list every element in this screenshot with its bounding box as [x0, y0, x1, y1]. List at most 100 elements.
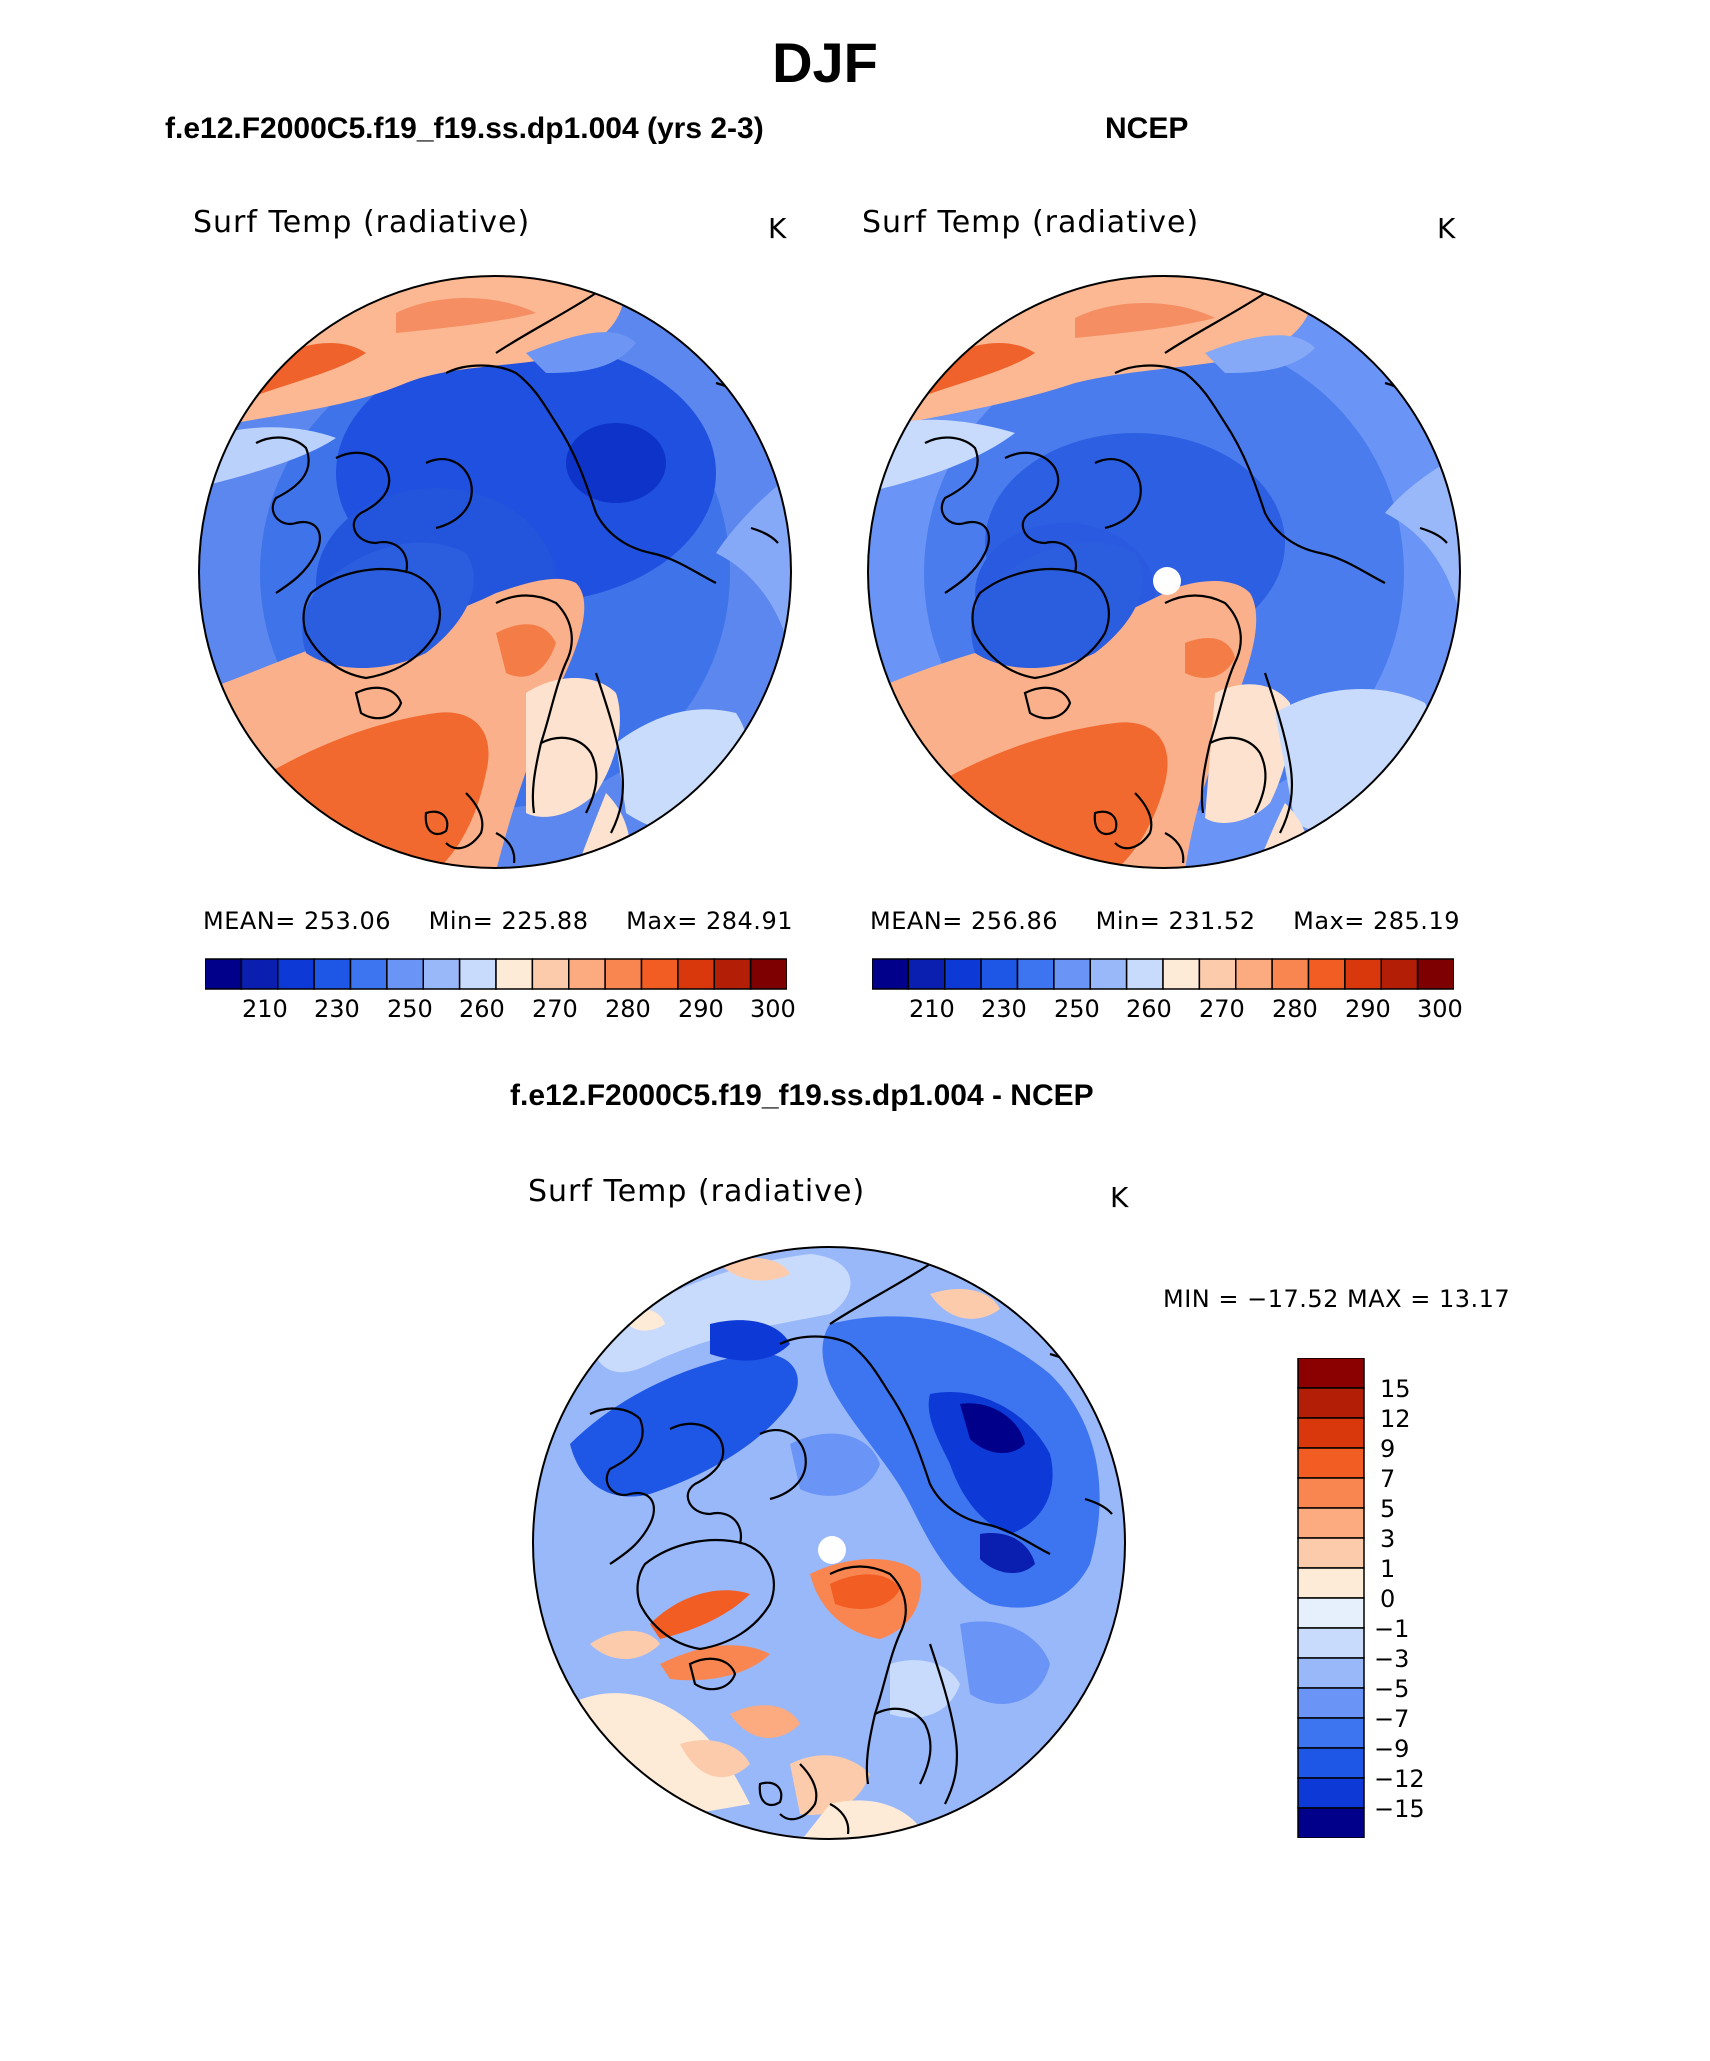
diff-tick: 7 [1380, 1465, 1396, 1493]
colorbar-swatch [1271, 958, 1310, 990]
panel2-tick: 250 [1054, 995, 1100, 1023]
panel2-variable-label: Surf Temp (radiative) [862, 205, 1200, 240]
colorbar-swatch [1235, 958, 1273, 990]
panel1-tick: 270 [532, 995, 578, 1023]
diff-tick: −9 [1374, 1735, 1410, 1763]
colorbar-swatch [1162, 958, 1201, 990]
panel2-polar-map [867, 275, 1461, 869]
colorbar-swatch [907, 958, 946, 990]
colorbar-swatch [349, 958, 388, 990]
diff-tick: −1 [1374, 1615, 1410, 1643]
colorbar-swatch [749, 958, 787, 990]
colorbar-swatch [1297, 1807, 1365, 1838]
diff-colorbar-ticks: 15 12 9 7 5 3 1 0 −1 −3 −5 −7 −9 −12 −15 [1374, 1358, 1460, 1838]
greenland-warm-bias [650, 1590, 750, 1639]
panel1-stats: MEAN= 253.06 Min= 225.88 Max= 284.91 [203, 907, 793, 935]
colorbar-swatch [1297, 1717, 1365, 1749]
colorbar-swatch [422, 958, 461, 990]
diff-tick: 12 [1380, 1405, 1411, 1433]
panel1-mean-label: MEAN= [203, 907, 296, 935]
pacific-warm-region [905, 276, 1313, 423]
panel1-max-value: 284.91 [706, 907, 793, 935]
diff-tick: 3 [1380, 1525, 1396, 1553]
colorbar-swatch [713, 958, 752, 990]
colorbar-swatch [1198, 958, 1237, 990]
colorbar-swatch [386, 958, 425, 990]
colorbar-swatch [1297, 1507, 1365, 1539]
colorbar-swatch [1016, 958, 1055, 990]
season-title: DJF [772, 31, 878, 94]
diff-polar-map [532, 1246, 1126, 1840]
diff-case-title: f.e12.F2000C5.f19_f19.ss.dp1.004 - NCEP [510, 1079, 1094, 1112]
colorbar-swatch [1297, 1567, 1365, 1599]
panel2-tick: 210 [909, 995, 955, 1023]
panel2-units-label: K [1437, 212, 1456, 245]
panel1-polar-map [198, 275, 792, 869]
panel1-min-label: Min= [428, 907, 494, 935]
diff-variable-label: Surf Temp (radiative) [528, 1174, 866, 1209]
panel2-mean-value: 256.86 [971, 907, 1058, 935]
panel1-tick: 210 [242, 995, 288, 1023]
diff-tick: 1 [1380, 1555, 1396, 1583]
colorbar-swatch [205, 958, 243, 990]
panel2-min-value: 231.52 [1168, 907, 1256, 935]
colorbar-swatch [1297, 1597, 1365, 1629]
colorbar-swatch [1297, 1447, 1365, 1479]
diff-minmax-label: MIN = −17.52 MAX = 13.17 [1163, 1285, 1511, 1313]
colorbar-swatch [1297, 1687, 1365, 1719]
panel2-tick: 270 [1199, 995, 1245, 1023]
colorbar-swatch [1089, 958, 1128, 990]
colorbar-swatch [277, 958, 315, 990]
panel1-colorbar [205, 958, 787, 990]
diff-tick: −7 [1374, 1705, 1410, 1733]
panel1-colorbar-ticks: 210 230 250 260 270 280 290 300 [205, 995, 796, 1025]
colorbar-swatch [1344, 958, 1383, 990]
panel1-tick: 290 [678, 995, 724, 1023]
pacific-warm-region [236, 276, 624, 423]
colorbar-swatch [1307, 958, 1346, 990]
colorbar-swatch [1125, 958, 1164, 990]
colorbar-swatch [1416, 958, 1454, 990]
panel1-min-value: 225.88 [501, 907, 589, 935]
diff-tick: −5 [1374, 1675, 1410, 1703]
colorbar-swatch [495, 958, 534, 990]
obs-case-title: NCEP [1105, 112, 1189, 145]
panel2-colorbar [872, 958, 1454, 990]
panel2-max-value: 285.19 [1373, 907, 1460, 935]
panel1-tick: 250 [387, 995, 433, 1023]
panel1-max-label: Max= [626, 907, 698, 935]
panel1-mean-value: 253.06 [304, 907, 391, 935]
panel1-units-label: K [768, 212, 787, 245]
diff-tick: 5 [1380, 1495, 1396, 1523]
colorbar-swatch [677, 958, 716, 990]
colorbar-swatch [313, 958, 352, 990]
panel2-tick: 290 [1345, 995, 1391, 1023]
colorbar-swatch [458, 958, 497, 990]
colorbar-swatch [1297, 1537, 1365, 1569]
panel2-tick: 230 [981, 995, 1027, 1023]
panel2-colorbar-ticks: 210 230 250 260 270 280 290 300 [872, 995, 1463, 1025]
panel2-tick: 280 [1272, 995, 1318, 1023]
colorbar-swatch [1297, 1358, 1365, 1389]
colorbar-swatch [1297, 1657, 1365, 1689]
diff-colorbar [1297, 1358, 1365, 1838]
pole-missing-data [818, 1536, 846, 1564]
colorbar-swatch [1297, 1627, 1365, 1659]
panel2-stats: MEAN= 256.86 Min= 231.52 Max= 285.19 [870, 907, 1460, 935]
panel1-tick: 300 [750, 995, 796, 1023]
colorbar-swatch [1297, 1387, 1365, 1419]
panel2-max-label: Max= [1293, 907, 1365, 935]
diff-tick: −3 [1374, 1645, 1410, 1673]
panel1-tick: 280 [605, 995, 651, 1023]
panel1-tick: 230 [314, 995, 360, 1023]
panel2-tick: 260 [1126, 995, 1172, 1023]
pole-missing-data [1153, 567, 1181, 595]
panel1-tick: 260 [459, 995, 505, 1023]
colorbar-swatch [1297, 1477, 1365, 1509]
panel2-min-label: Min= [1095, 907, 1161, 935]
diff-coastlines [589, 1247, 1113, 1835]
diff-tick: −15 [1374, 1795, 1425, 1823]
colorbar-swatch [872, 958, 910, 990]
diff-tick: 9 [1380, 1435, 1396, 1463]
colorbar-swatch [240, 958, 279, 990]
